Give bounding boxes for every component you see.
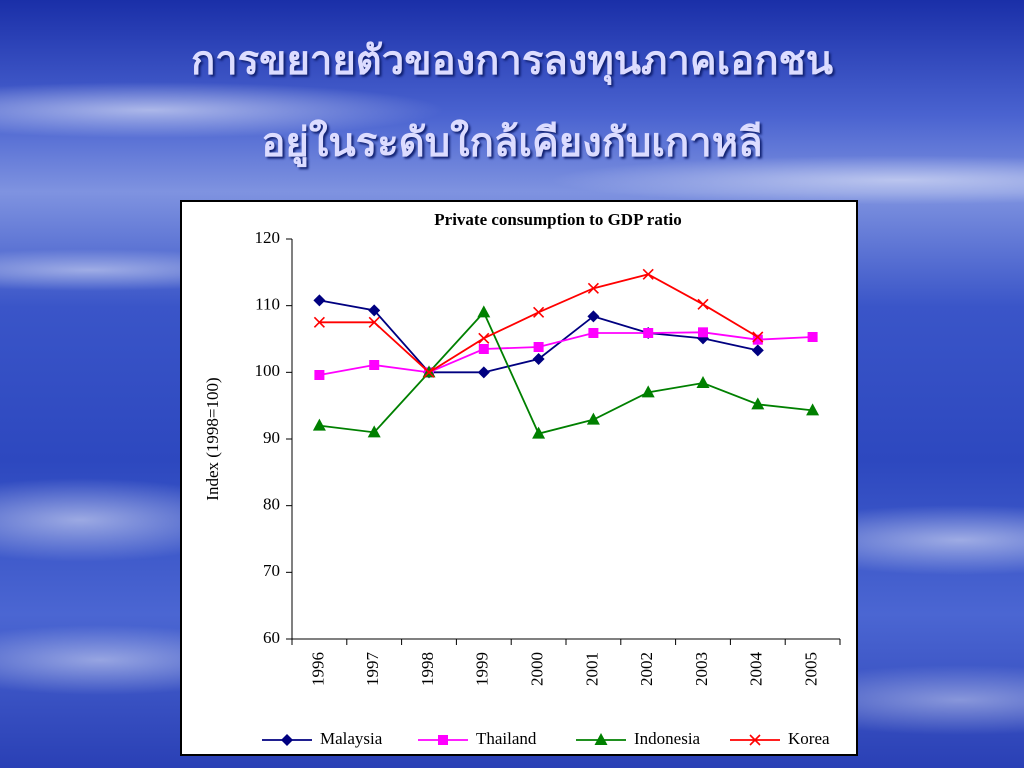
x-tick-label: 1999	[473, 652, 492, 686]
series-line	[319, 331, 813, 376]
slide-title-line: การขยายตัวของการลงทุนภาคเอกชน	[190, 37, 834, 84]
x-tick-label: 2004	[747, 652, 766, 687]
data-point	[367, 425, 381, 438]
data-point	[314, 370, 325, 380]
y-axis-label: Index (1998=100)	[203, 377, 222, 500]
data-point	[477, 305, 491, 318]
data-point	[532, 353, 545, 365]
y-tick-label: 80	[263, 495, 280, 514]
data-point	[752, 334, 763, 345]
legend-marker	[749, 734, 761, 746]
data-point	[368, 316, 380, 328]
slide-title-line: อยู่ในระดับใกล้เคียงกับเกาหลี	[261, 119, 763, 166]
y-tick-label: 70	[263, 561, 280, 580]
x-tick-label: 2003	[692, 652, 711, 686]
data-point	[313, 294, 326, 307]
x-tick-label: 1998	[418, 652, 437, 686]
x-tick-label: 2005	[802, 652, 821, 686]
series-line	[319, 310, 813, 435]
data-point	[643, 328, 654, 338]
data-point	[806, 403, 820, 416]
y-tick-label: 100	[255, 361, 281, 380]
y-tick-label: 110	[255, 295, 280, 314]
data-point	[751, 344, 764, 357]
data-point	[478, 344, 489, 354]
x-tick-label: 1997	[363, 652, 382, 687]
data-point	[587, 282, 599, 294]
data-point	[641, 385, 655, 398]
data-point	[752, 331, 764, 343]
x-tick-label: 2002	[637, 652, 656, 686]
data-point	[369, 360, 380, 370]
data-point	[807, 332, 818, 342]
x-tick-label: 1996	[308, 652, 327, 686]
data-point	[533, 342, 544, 352]
legend-marker	[594, 733, 608, 745]
data-point	[586, 412, 600, 425]
data-point	[587, 310, 600, 323]
data-point	[642, 268, 654, 280]
legend-label: Indonesia	[634, 729, 701, 748]
data-point	[477, 366, 490, 379]
data-point	[312, 418, 326, 431]
data-point	[423, 366, 435, 378]
data-point	[533, 306, 545, 318]
chart-title: Private consumption to GDP ratio	[434, 210, 681, 229]
data-point	[368, 304, 381, 317]
data-point	[696, 376, 710, 388]
data-point	[588, 328, 599, 338]
y-tick-label: 90	[263, 428, 280, 447]
legend-marker	[281, 734, 293, 746]
data-point	[478, 332, 490, 344]
data-point	[313, 316, 325, 328]
data-point	[698, 327, 708, 338]
x-tick-label: 2001	[582, 652, 601, 686]
y-tick-label: 60	[263, 628, 280, 647]
chart-frame	[180, 200, 858, 756]
legend-label: Thailand	[476, 729, 537, 748]
data-point	[532, 426, 546, 439]
y-tick-label: 120	[255, 228, 281, 247]
x-tick-label: 2000	[528, 652, 547, 686]
data-point	[697, 298, 709, 310]
data-point	[751, 397, 765, 410]
legend-marker	[438, 735, 448, 745]
legend-label: Malaysia	[320, 729, 383, 748]
legend-label: Korea	[788, 729, 830, 748]
